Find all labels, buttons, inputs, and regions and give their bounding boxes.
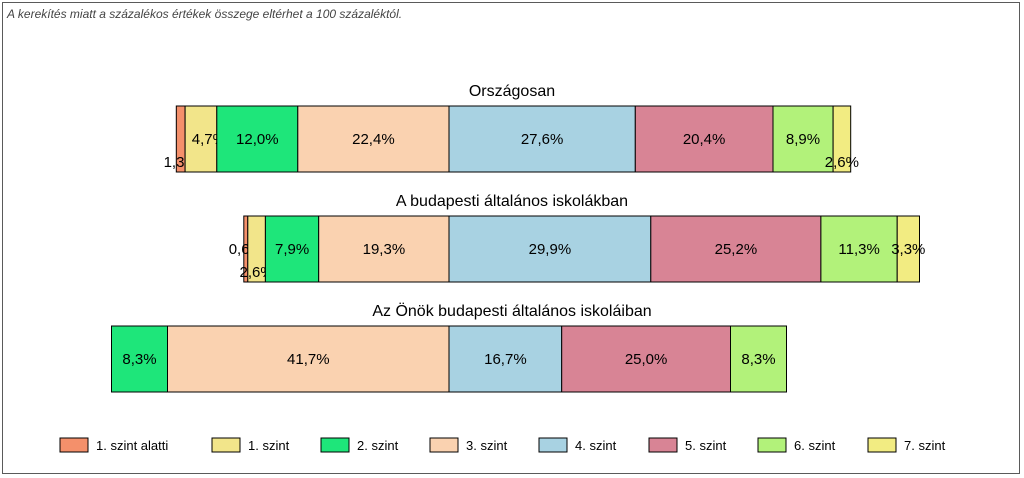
data-label-g1-s5: 27,6% [521,131,564,148]
legend-swatch-4 [429,437,459,453]
group-title-1: Országosan [469,83,555,100]
legend-swatch-2 [211,437,241,453]
legend-label-8: 7. szint [904,438,946,453]
data-label-g3-s3: 8,3% [122,351,156,368]
data-label-g1-s4: 22,4% [352,131,395,148]
legend-label-3: 2. szint [357,438,399,453]
data-label-g3-s7: 8,3% [741,351,775,368]
legend-swatch-3 [320,437,350,453]
data-label-g3-s5: 16,7% [484,351,527,368]
bar-segment-g3-s5 [448,325,563,393]
bar-segment-g1-s4 [297,105,450,173]
data-label-g1-s3: 12,0% [236,131,279,148]
bar-segment-g1-s3 [216,105,299,173]
data-label-g1-s8: 2,6% [825,154,859,171]
bar-segment-g2-s6 [650,215,822,283]
bar-segment-g2-s7 [820,215,898,283]
data-label-g3-s6: 25,0% [625,351,668,368]
legend-swatch-6 [648,437,678,453]
group-title-2: A budapesti általános iskolákban [396,193,628,210]
data-label-g1-s7: 8,9% [786,131,820,148]
bar-segment-g1-s8 [832,105,852,173]
legend-swatch-8 [867,437,897,453]
data-label-g2-s7: 11,3% [838,241,879,258]
bar-segment-g2-s5 [448,215,652,283]
group-title-3: Az Önök budapesti általános iskoláiban [372,302,651,320]
bar-segment-g1-s7 [772,105,834,173]
bar-segment-g3-s4 [167,325,450,393]
bar-segment-g3-s6 [561,325,732,393]
legend-label-7: 6. szint [794,438,836,453]
legend-label-4: 3. szint [466,438,508,453]
legend-label-1: 1. szint alatti [96,438,168,453]
legend-label-6: 5. szint [685,438,727,453]
legend-swatch-1 [59,437,89,453]
data-label-g2-s5: 29,9% [529,241,572,258]
legend-swatch-5 [538,437,568,453]
legend-label-5: 4. szint [575,438,617,453]
bar-segment-g2-s4 [318,215,450,283]
data-label-g1-s6: 20,4% [683,131,726,148]
bar-segment-g2-s8 [896,215,921,283]
data-label-g2-s6: 25,2% [715,241,758,258]
data-label-g2-s8: 3,3% [891,241,925,258]
legend-label-2: 1. szint [248,438,290,453]
rounding-note: A kerekítés miatt a százalékos értékek ö… [7,7,403,21]
data-label-g3-s4: 41,7% [287,351,330,368]
bar-segment-g3-s7 [730,325,787,393]
bar-segment-g2-s3 [264,215,320,283]
data-label-g2-s3: 7,9% [275,241,309,258]
legend-swatch-7 [757,437,787,453]
data-label-g2-s4: 19,3% [363,241,406,258]
bar-segment-g1-s2 [184,105,218,173]
bar-segment-g3-s3 [111,325,168,393]
